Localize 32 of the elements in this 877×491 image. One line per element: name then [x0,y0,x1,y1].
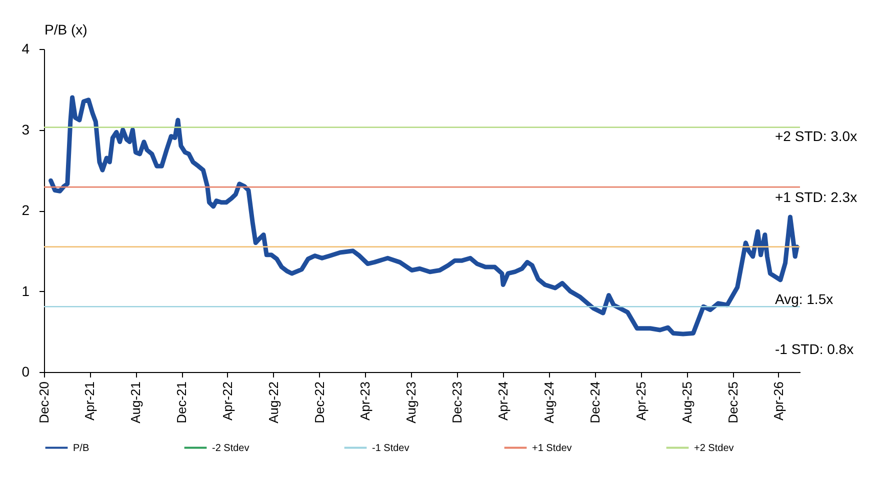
y-tick-label: 1 [22,282,30,299]
legend-label: +2 Stdev [694,442,734,454]
x-tick-label: Aug-25 [679,382,694,424]
x-tick-label: Dec-22 [312,382,327,424]
annotation: -1 STD: 0.8x [775,341,854,357]
x-tick-label: Dec-23 [450,382,465,424]
annotation: +1 STD: 2.3x [775,189,858,205]
x-tick-label: Apr-23 [358,382,373,421]
x-tick-label: Apr-25 [633,382,648,421]
x-tick-label: Dec-20 [36,382,52,424]
y-tick-label: 2 [22,202,30,218]
x-tick-label: Dec-24 [588,382,603,424]
y-tick-label: 3 [22,121,30,138]
x-tick-label: Apr-21 [82,382,98,421]
x-tick-label: Aug-21 [128,382,144,424]
annotation: +2 STD: 3.0x [775,128,858,144]
x-tick-label: Apr-22 [220,382,235,421]
annotation: Avg: 1.5x [775,291,834,307]
y-tick-label: 4 [22,40,30,56]
x-tick-label: Dec-21 [174,382,190,424]
x-tick-label: Apr-24 [496,382,511,421]
x-tick-label: Aug-22 [266,382,281,424]
legend-label: -1 Stdev [372,442,410,454]
x-tick-label: Aug-24 [542,382,557,424]
legend-label: +1 Stdev [532,442,572,454]
x-tick-label: Apr-26 [770,382,786,421]
y-axis-title: P/B (x) [44,22,88,38]
legend-label: -2 Stdev [212,442,250,454]
legend-label: P/B [73,442,90,454]
x-tick-label: Aug-23 [404,382,419,424]
y-tick-label: 0 [22,364,30,380]
x-tick-label: Dec-25 [725,382,740,424]
